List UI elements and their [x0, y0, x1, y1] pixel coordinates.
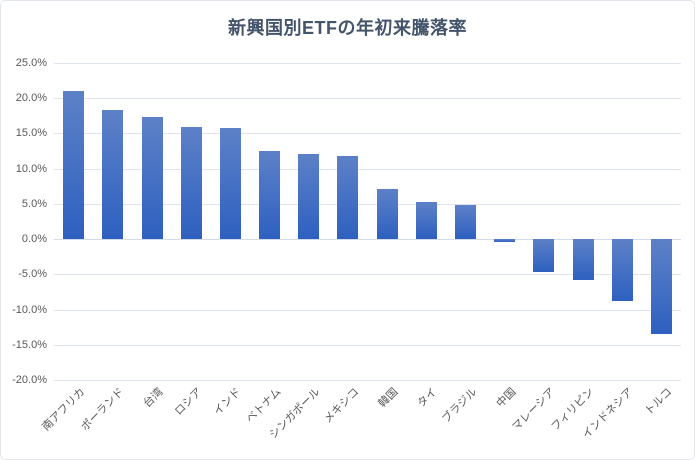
x-axis-category-label: 台湾: [141, 386, 166, 411]
gridline: [54, 168, 681, 170]
bar-マレーシア: [533, 239, 555, 273]
bar-メキシコ: [337, 156, 359, 240]
bar-南アフリカ: [63, 90, 85, 240]
gridline: [54, 133, 681, 135]
y-axis-tick-label: -10.0%: [12, 303, 47, 316]
x-axis-category-label: 中国: [494, 386, 519, 411]
bar-インド: [219, 127, 241, 240]
bar-タイ: [415, 201, 437, 240]
gridline: [54, 309, 681, 311]
x-axis-category-label: インド: [211, 386, 244, 418]
gridline: [54, 274, 681, 276]
bar-ベトナム: [259, 151, 280, 240]
y-axis-tick-label: -5.0%: [18, 268, 47, 281]
chart-title: 新興国別ETFの年初来騰落率: [228, 18, 467, 38]
y-axis-tick-label: 10.0%: [15, 162, 47, 175]
gridline: [54, 380, 681, 381]
bar-台湾: [141, 117, 163, 240]
gridline: [54, 98, 681, 100]
bar-中国: [494, 239, 516, 242]
x-axis-category-label: ブラジル: [439, 386, 479, 426]
bar-トルコ: [650, 239, 672, 335]
x-axis-category-label: メキシコ: [321, 386, 362, 426]
x-axis-category-label: タイ: [415, 386, 440, 411]
x-axis-category-label: ベトナム: [243, 386, 283, 426]
bar-フィリピン: [572, 239, 594, 280]
gridline: [54, 344, 681, 346]
x-axis-category-label: 韓国: [376, 386, 401, 411]
x-axis-category-label: ロシア: [172, 386, 205, 418]
bar-韓国: [376, 189, 398, 240]
y-axis-tick-label: 25.0%: [15, 57, 47, 69]
y-axis-tick-label: 5.0%: [21, 197, 47, 210]
y-axis-tick-label: -15.0%: [12, 338, 47, 351]
bar-シンガポール: [298, 153, 320, 240]
bar-ブラジル: [455, 204, 476, 240]
bar-インドネシア: [611, 239, 633, 302]
y-axis-tick-label: 15.0%: [15, 127, 47, 140]
gridline: [54, 63, 681, 64]
y-axis-tick-label: 0.0%: [21, 233, 47, 246]
bar-ポーランド: [102, 109, 124, 240]
x-axis-category-label: トルコ: [643, 386, 675, 418]
gridline: [54, 203, 681, 205]
bar-ロシア: [180, 127, 202, 240]
zero-axis-line: [54, 239, 681, 241]
y-axis-tick-label: 20.0%: [15, 92, 47, 105]
y-axis-tick-label: -20.0%: [12, 374, 47, 386]
